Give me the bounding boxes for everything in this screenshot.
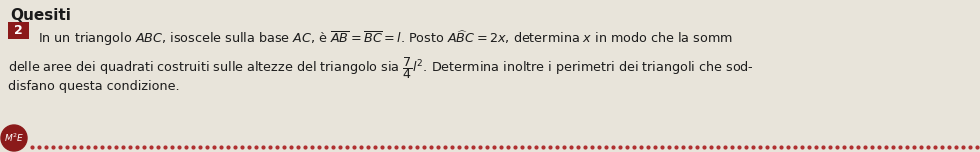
Text: disfano questa condizione.: disfano questa condizione.: [8, 80, 179, 93]
Text: In un triangolo $ABC$, isoscele sulla base $AC$, è $\overline{AB}=\overline{BC}=: In un triangolo $ABC$, isoscele sulla ba…: [38, 28, 733, 48]
Text: $M^2E$: $M^2E$: [4, 132, 24, 144]
Text: delle aree dei quadrati costruiti sulle altezze del triangolo sia $\dfrac{7}{4}l: delle aree dei quadrati costruiti sulle …: [8, 55, 754, 81]
FancyBboxPatch shape: [8, 21, 28, 38]
Text: Quesiti: Quesiti: [10, 8, 71, 23]
Text: 2: 2: [14, 24, 23, 36]
Circle shape: [1, 125, 27, 151]
